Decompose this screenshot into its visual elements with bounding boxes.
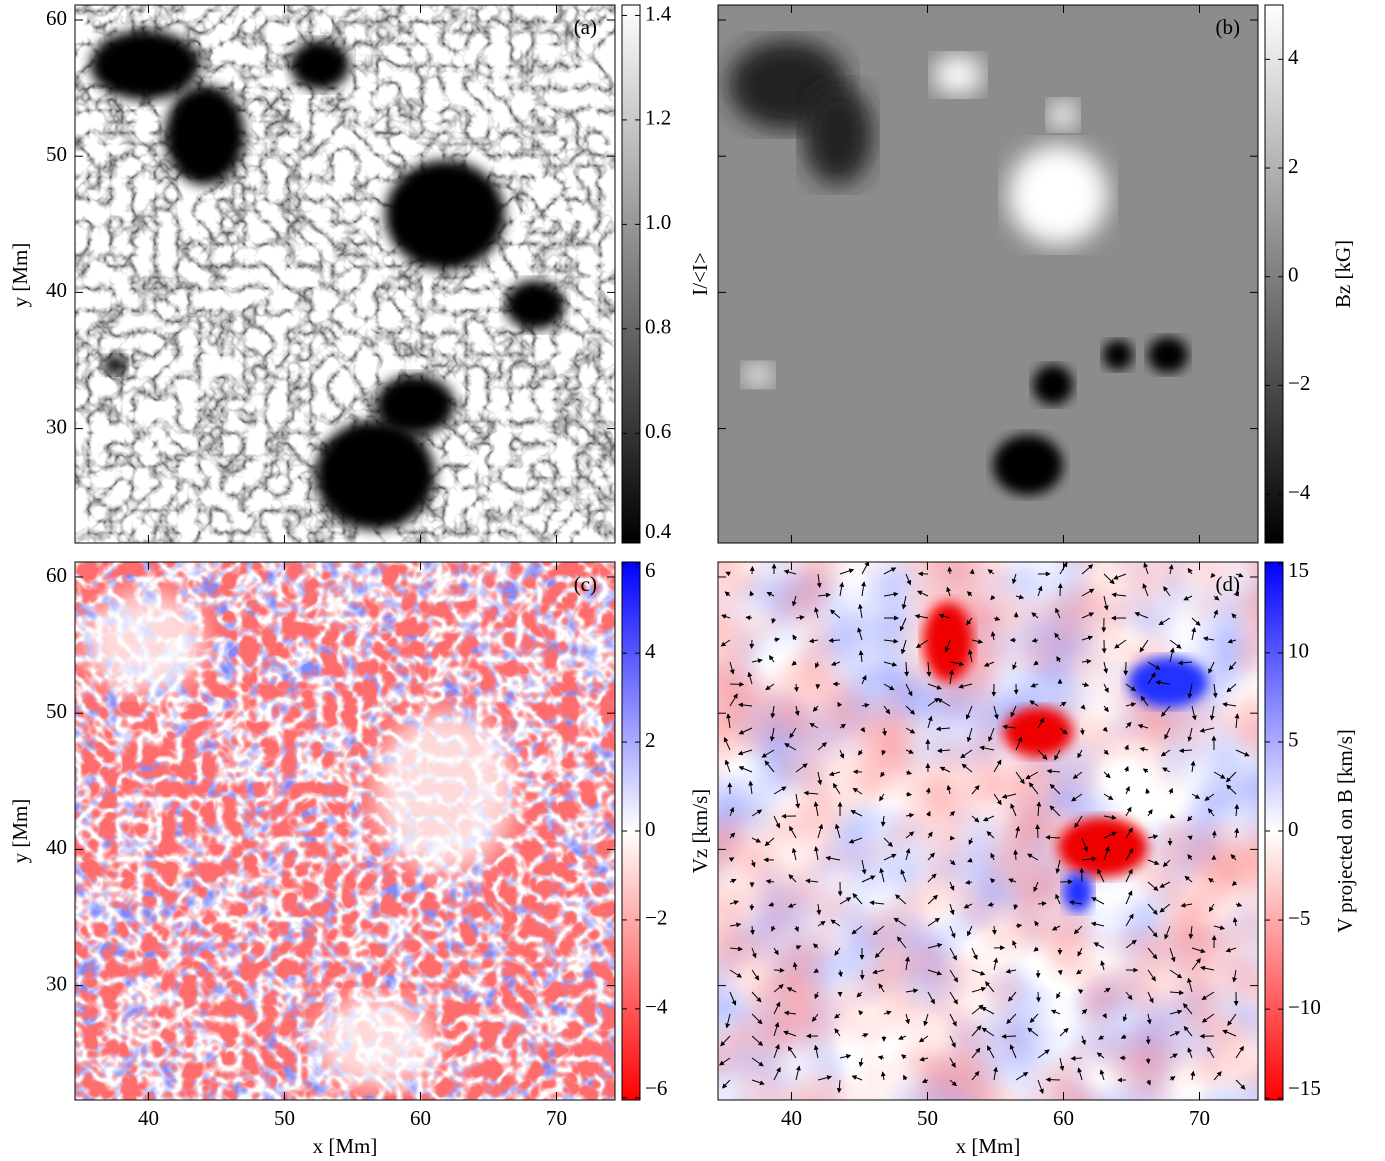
x-tick-label: 60: [410, 1106, 431, 1130]
colorbar-label: Bz [kG]: [1331, 240, 1355, 308]
colorbar-tick-label: 1.2: [645, 106, 671, 130]
panel-label: (c): [574, 572, 597, 596]
colorbar-tick-label: 0: [1288, 817, 1299, 841]
y-tick-label: 60: [46, 563, 67, 587]
y-tick-label: 30: [46, 971, 67, 995]
image: [75, 5, 615, 543]
panel-label: (d): [1216, 572, 1241, 596]
x-tick-label: 40: [781, 1106, 802, 1130]
colorbar-tick-label: −2: [645, 906, 667, 930]
colorbar-tick-label: 0.8: [645, 315, 671, 339]
y-axis-label: y [Mm]: [8, 243, 32, 308]
x-axis-label: x [Mm]: [313, 1134, 378, 1158]
colorbar-tick-label: −5: [1288, 906, 1310, 930]
panel-label: (a): [574, 15, 597, 39]
colorbar-tick-label: 6: [645, 558, 656, 582]
image: [718, 5, 1258, 543]
x-tick-label: 70: [546, 1106, 567, 1130]
colorbar-tick-label: 15: [1288, 558, 1309, 582]
colorbar-tick-label: −10: [1288, 995, 1321, 1019]
x-tick-label: 60: [1053, 1106, 1074, 1130]
panel-label: (b): [1216, 15, 1241, 39]
x-axis-label: x [Mm]: [956, 1134, 1021, 1158]
y-tick-label: 60: [46, 6, 67, 30]
x-tick-label: 50: [917, 1106, 938, 1130]
colorbar-tick-label: 2: [1288, 154, 1299, 178]
colorbar-tick-label: −4: [1288, 480, 1311, 504]
image: [718, 562, 1258, 1100]
panel: (b) −4 −2 0 2 4 Bz [kG]: [718, 5, 1355, 543]
colorbar-label: I/<I>: [688, 252, 712, 296]
colorbar-tick-label: −4: [645, 995, 668, 1019]
panel: 40 50 60 70 30 40 50 60 (c) −6 −4 −2 0 2 4 6 Vz [km/s]: [46, 558, 712, 1130]
panels: 30405060(a)0.40.60.81.01.21.4I/<I>(b)−4−…: [46, 1, 1357, 1130]
colorbar-label: Vz [km/s]: [688, 789, 712, 874]
panel: 40 50 60 70 (d) −15 −10 −5 0 5 10 15 V projected on …: [718, 558, 1357, 1130]
y-tick-label: 50: [46, 699, 67, 723]
colorbar-tick-label: 0.4: [645, 519, 672, 543]
colorbar-tick-label: −2: [1288, 371, 1310, 395]
colorbar-tick-label: 5: [1288, 728, 1299, 752]
y-axis-label: y [Mm]: [8, 799, 32, 864]
colorbar: [1265, 5, 1283, 543]
x-tick-label: 40: [138, 1106, 159, 1130]
colorbar-tick-label: 10: [1288, 639, 1309, 663]
colorbar-tick-label: 1.4: [645, 1, 672, 25]
colorbar-tick-label: 4: [645, 639, 656, 663]
image: [75, 562, 615, 1100]
colorbar-tick-label: 0: [1288, 263, 1299, 287]
colorbar-tick-label: 0: [645, 817, 656, 841]
y-tick-label: 30: [46, 414, 67, 438]
colorbar-tick-label: 0.6: [645, 419, 671, 443]
colorbar-tick-label: −15: [1288, 1076, 1321, 1100]
colorbar-tick-label: 2: [645, 728, 656, 752]
colorbar-tick-label: 1.0: [645, 210, 671, 234]
x-tick-label: 50: [274, 1106, 295, 1130]
colorbar-tick-label: −6: [645, 1076, 667, 1100]
y-tick-label: 40: [46, 835, 67, 859]
y-tick-label: 50: [46, 142, 67, 166]
y-tick-label: 40: [46, 278, 67, 302]
colorbar-label: V projected on B [km/s]: [1333, 729, 1357, 933]
figure: 30405060(a)0.40.60.81.01.21.4I/<I>(b)−4−…: [0, 0, 1385, 1161]
x-tick-label: 70: [1189, 1106, 1210, 1130]
panel: 30 40 50 60 (a) 0.4 0.6 0.8 1.0 1.2 1.4 I/<I>: [46, 1, 712, 543]
colorbar-tick-label: 4: [1288, 45, 1299, 69]
colorbar: [622, 5, 640, 543]
